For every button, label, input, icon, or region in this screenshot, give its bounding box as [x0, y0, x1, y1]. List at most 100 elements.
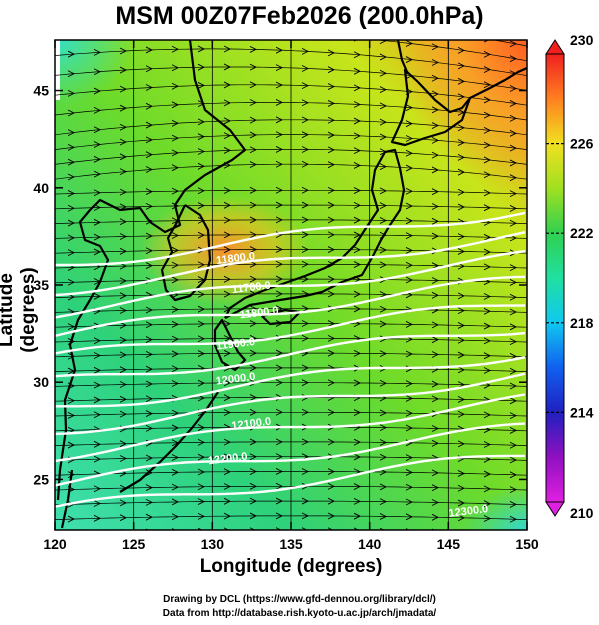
wind-arrow — [275, 364, 284, 372]
wind-arrow — [431, 499, 440, 506]
wind-arrow — [509, 441, 518, 449]
wind-arrow — [68, 531, 74, 537]
wind-arrow — [119, 104, 128, 112]
wind-arrow — [431, 136, 440, 144]
wind-arrow — [119, 292, 128, 300]
wind-arrow — [223, 63, 232, 71]
wind-arrow — [120, 29, 126, 35]
wind-arrow — [197, 118, 206, 126]
wind-arrow — [197, 63, 206, 71]
colorbar-scale — [545, 53, 565, 503]
wind-arrow — [379, 261, 388, 269]
wind-arrow — [483, 171, 492, 179]
wind-arrow — [301, 146, 310, 153]
wind-arrow — [457, 203, 466, 211]
wind-arrow — [327, 497, 336, 505]
wind-arrow — [353, 261, 362, 268]
wind-arrow — [67, 352, 76, 360]
wind-arrow — [145, 484, 154, 491]
wind-arrow — [145, 454, 154, 462]
colorbar-max-arrow — [545, 39, 565, 55]
wind-arrow — [301, 160, 310, 168]
wind-arrow — [457, 410, 466, 418]
wind-arrow — [145, 102, 154, 110]
wind-arrow — [405, 202, 414, 210]
wind-arrow — [354, 19, 360, 25]
colorbar-tick-label: 210 — [570, 505, 594, 521]
wind-arrow — [484, 529, 485, 530]
wind-arrow — [457, 62, 466, 70]
wind-arrow — [275, 275, 284, 283]
wind-arrow — [353, 409, 362, 416]
wind-arrow — [405, 56, 414, 63]
wind-arrow — [353, 453, 362, 461]
wind-arrow — [509, 100, 518, 107]
wind-arrow — [94, 529, 95, 530]
y-tick-label: 30 — [33, 374, 49, 390]
wind-arrow — [327, 161, 336, 169]
wind-arrow — [119, 85, 128, 93]
wind-arrow — [249, 497, 258, 505]
wind-arrow — [379, 163, 388, 170]
wind-arrow — [68, 32, 74, 38]
wind-arrow — [379, 409, 388, 417]
wind-arrow — [197, 453, 206, 461]
wind-arrow — [353, 201, 362, 209]
wind-arrow — [457, 77, 466, 85]
wind-arrow — [405, 395, 414, 402]
wind-arrow — [379, 439, 388, 446]
wind-arrow — [197, 424, 206, 431]
wind-arrow — [353, 117, 362, 125]
coastline-korea-china — [56, 40, 247, 501]
wind-arrow — [509, 144, 518, 152]
wind-arrow — [457, 248, 466, 255]
wind-arrow — [431, 43, 440, 51]
wind-arrow — [379, 483, 388, 491]
wind-arrow — [431, 321, 440, 329]
wind-arrow — [171, 276, 180, 284]
wind-arrow — [249, 408, 258, 416]
wind-arrow — [171, 246, 180, 254]
y-axis-ticks: 25 30 35 40 45 — [33, 83, 527, 487]
wind-arrow — [483, 411, 492, 419]
wind-arrow — [197, 133, 206, 141]
wind-arrow — [223, 527, 230, 530]
wind-arrow — [509, 219, 518, 227]
wind-arrow — [223, 275, 232, 283]
wind-arrow — [249, 81, 258, 89]
wind-arrow — [119, 366, 128, 374]
x-axis-label: Longitude (degrees) — [199, 556, 383, 577]
wind-arrow — [327, 512, 336, 520]
wind-arrow — [275, 482, 284, 490]
wind-arrow — [457, 188, 466, 196]
wind-arrow — [197, 261, 206, 269]
contour-label: 12300.0 — [448, 503, 489, 520]
wind-arrow — [275, 408, 284, 416]
wind-arrow — [223, 453, 232, 461]
wind-arrow — [353, 84, 362, 92]
colorbar: 210 214 218 222 226 230 — [545, 32, 594, 521]
wind-arrow — [379, 527, 385, 530]
wind-arrow — [509, 412, 518, 420]
wind-arrow — [431, 513, 440, 521]
wind-arrow — [171, 454, 180, 461]
wind-arrow — [327, 146, 336, 154]
streamline — [55, 411, 527, 417]
wind-arrow — [67, 204, 76, 212]
wind-arrow — [249, 305, 258, 313]
wind-arrow — [301, 512, 310, 520]
wind-arrow — [67, 500, 76, 508]
wind-arrow — [223, 246, 232, 254]
wind-arrow — [224, 28, 230, 34]
wind-arrow — [405, 454, 414, 462]
wind-arrow — [223, 81, 232, 89]
wind-arrow — [353, 483, 362, 490]
wind-arrow — [223, 468, 232, 476]
wind-arrow — [509, 353, 518, 360]
wind-arrow — [509, 114, 518, 122]
wind-arrow — [249, 468, 258, 475]
wind-arrow — [457, 307, 466, 315]
wind-arrow — [145, 321, 154, 329]
streamline — [55, 308, 527, 313]
wind-arrow — [327, 100, 336, 107]
